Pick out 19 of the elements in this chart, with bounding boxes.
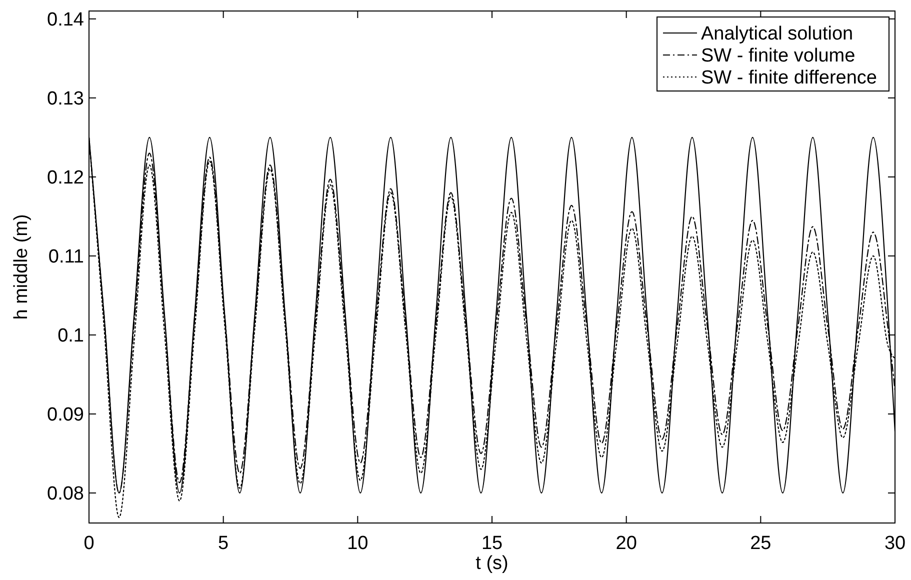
- x-tick-label: 15: [481, 533, 503, 554]
- x-tick-label: 0: [84, 533, 94, 554]
- y-tick-label: 0.13: [47, 88, 84, 110]
- x-tick-label: 30: [884, 533, 906, 554]
- y-tick-label: 0.1: [58, 326, 84, 347]
- y-tick-label: 0.14: [47, 10, 84, 31]
- x-tick-label: 5: [218, 533, 229, 554]
- y-tick-label: 0.11: [48, 246, 84, 268]
- y-tick-label: 0.12: [47, 168, 84, 189]
- y-tick-label: 0.08: [47, 484, 84, 505]
- legend-label: Analytical solution: [701, 24, 854, 45]
- x-tick-label: 25: [750, 533, 772, 554]
- legend-label: SW - finite volume: [701, 46, 856, 67]
- y-axis-title: h middle (m): [11, 214, 32, 320]
- x-tick-label: 20: [616, 533, 637, 554]
- legend-label: SW - finite difference: [701, 68, 878, 89]
- x-axis-title: t (s): [476, 553, 508, 574]
- x-tick-label: 10: [347, 533, 368, 554]
- y-tick-label: 0.09: [47, 404, 84, 426]
